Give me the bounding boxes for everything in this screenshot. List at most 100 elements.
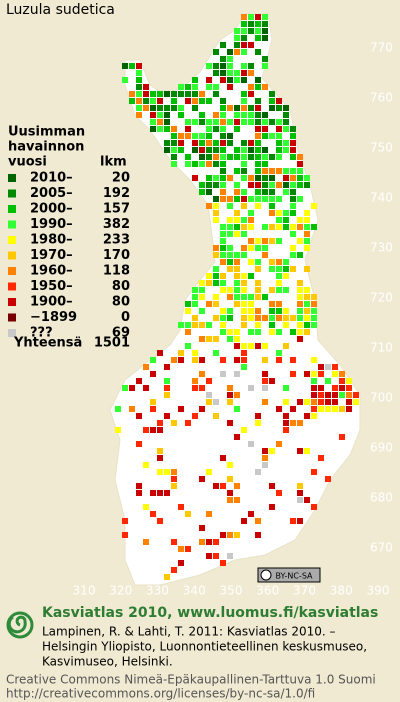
record-cell: [157, 119, 163, 125]
record-cell: [255, 161, 261, 167]
record-cell: [227, 231, 233, 237]
record-cell: [290, 245, 296, 251]
record-cell: [164, 490, 170, 496]
record-cell: [136, 490, 142, 496]
record-cell: [220, 252, 226, 258]
record-cell: [241, 280, 247, 286]
record-cell: [220, 259, 226, 265]
record-cell: [262, 399, 268, 405]
record-cell: [262, 357, 268, 363]
record-cell: [220, 357, 226, 363]
record-cell: [262, 294, 268, 300]
record-cell: [164, 147, 170, 153]
record-cell: [255, 77, 261, 83]
record-cell: [311, 504, 317, 510]
record-cell: [304, 322, 310, 328]
record-cell: [255, 140, 261, 146]
y-tick-label: 680: [370, 491, 393, 505]
record-cell: [241, 217, 247, 223]
record-cell: [171, 105, 177, 111]
record-cell: [241, 343, 247, 349]
record-cell: [213, 280, 219, 286]
record-cell: [325, 378, 331, 384]
legend-label: 2000–: [30, 202, 73, 217]
record-cell: [178, 105, 184, 111]
record-cell: [248, 147, 254, 153]
record-cell: [255, 238, 261, 244]
record-cell: [276, 301, 282, 307]
record-cell: [227, 105, 233, 111]
record-cell: [283, 420, 289, 426]
record-cell: [339, 392, 345, 398]
record-cell: [304, 287, 310, 293]
record-cell: [234, 35, 240, 41]
record-cell: [192, 287, 198, 293]
record-cell: [199, 525, 205, 531]
record-cell: [269, 315, 275, 321]
record-cell: [227, 294, 233, 300]
legend-label: 1990–: [30, 217, 73, 232]
record-cell: [213, 203, 219, 209]
record-cell: [283, 210, 289, 216]
record-cell: [192, 175, 198, 181]
record-cell: [325, 476, 331, 482]
record-cell: [346, 399, 352, 405]
record-cell: [136, 378, 142, 384]
record-cell: [192, 119, 198, 125]
record-cell: [248, 210, 254, 216]
record-cell: [227, 70, 233, 76]
logo: [6, 611, 34, 639]
record-cell: [143, 91, 149, 97]
record-cell: [213, 210, 219, 216]
record-cell: [276, 140, 282, 146]
record-cell: [199, 147, 205, 153]
record-cell: [199, 357, 205, 363]
record-cell: [150, 371, 156, 377]
record-cell: [220, 154, 226, 160]
record-cell: [241, 63, 247, 69]
record-cell: [248, 259, 254, 265]
record-cell: [171, 140, 177, 146]
record-cell: [185, 301, 191, 307]
record-cell: [234, 371, 240, 377]
record-cell: [297, 252, 303, 258]
record-cell: [255, 84, 261, 90]
record-cell: [276, 406, 282, 412]
record-cell: [297, 518, 303, 524]
record-cell: [276, 490, 282, 496]
legend-label: ???: [30, 326, 53, 341]
record-cell: [227, 196, 233, 202]
record-cell: [150, 91, 156, 97]
record-cell: [213, 336, 219, 342]
record-cell: [241, 252, 247, 258]
record-cell: [178, 84, 184, 90]
legend-swatch: [8, 282, 16, 291]
record-cell: [220, 126, 226, 132]
record-cell: [157, 98, 163, 104]
record-cell: [171, 476, 177, 482]
record-cell: [227, 133, 233, 139]
record-cell: [318, 406, 324, 412]
record-cell: [241, 315, 247, 321]
record-cell: [241, 350, 247, 356]
total-count: 1501: [94, 336, 130, 351]
record-cell: [255, 28, 261, 34]
record-cell: [255, 105, 261, 111]
record-cell: [339, 434, 345, 440]
license-line: Creative Commons Nimeä-Epäkaupallinen-Ta…: [6, 673, 376, 687]
record-cell: [220, 231, 226, 237]
record-cell: [227, 203, 233, 209]
record-cell: [115, 406, 121, 412]
record-cell: [255, 147, 261, 153]
record-cell: [129, 385, 135, 391]
record-cell: [150, 511, 156, 517]
record-cell: [248, 182, 254, 188]
record-cell: [164, 469, 170, 475]
record-cell: [199, 322, 205, 328]
record-cell: [220, 196, 226, 202]
record-cell: [185, 84, 191, 90]
total-label: Yhteensä: [13, 336, 82, 351]
record-cell: [227, 245, 233, 251]
